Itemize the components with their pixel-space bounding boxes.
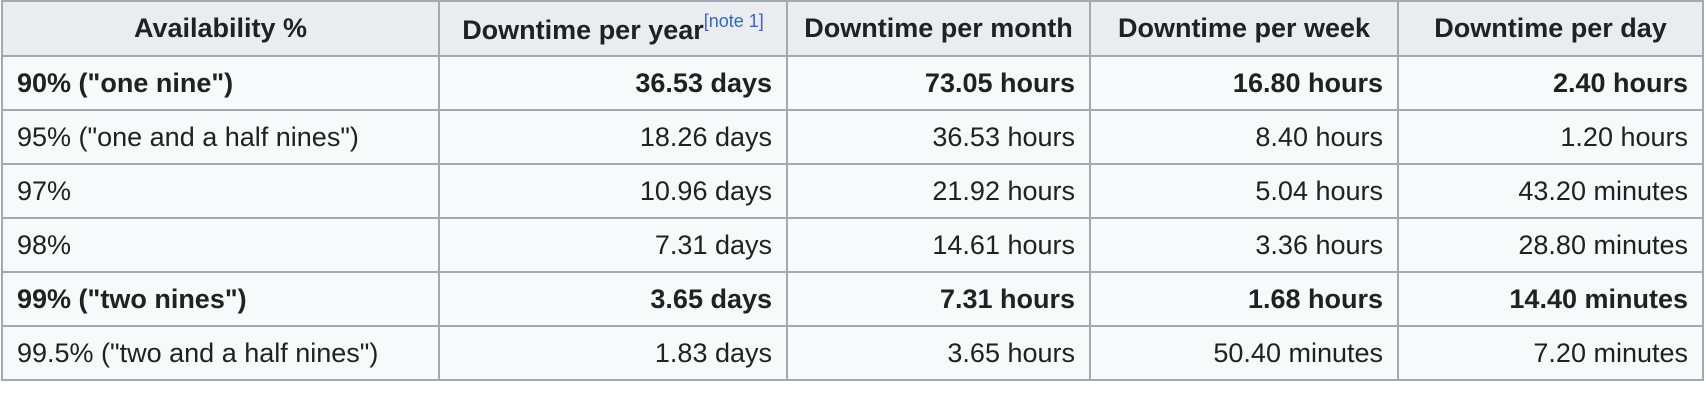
- header-downtime-per-day: Downtime per day: [1397, 0, 1704, 57]
- cell-per-day: 28.80 minutes: [1397, 217, 1704, 273]
- cell-per-month: 36.53 hours: [786, 109, 1091, 165]
- cell-availability: 97%: [1, 163, 440, 219]
- cell-per-year: 3.65 days: [438, 271, 788, 327]
- availability-table: Availability % Downtime per year[note 1]…: [1, 0, 1704, 381]
- header-downtime-per-year: Downtime per year[note 1]: [438, 0, 788, 57]
- cell-per-year: 7.31 days: [438, 217, 788, 273]
- cell-availability: 99% ("two nines"): [1, 271, 440, 327]
- cell-per-day: 7.20 minutes: [1397, 325, 1704, 381]
- table-row: 99.5% ("two and a half nines") 1.83 days…: [1, 325, 1704, 381]
- table-row: 97% 10.96 days 21.92 hours 5.04 hours 43…: [1, 163, 1704, 219]
- cell-per-year: 18.26 days: [438, 109, 788, 165]
- header-downtime-per-week: Downtime per week: [1089, 0, 1399, 57]
- cell-per-year: 10.96 days: [438, 163, 788, 219]
- cell-per-year: 36.53 days: [438, 55, 788, 111]
- header-downtime-per-year-label: Downtime per year: [462, 14, 704, 45]
- header-downtime-per-month: Downtime per month: [786, 0, 1091, 57]
- cell-per-day: 2.40 hours: [1397, 55, 1704, 111]
- cell-availability: 99.5% ("two and a half nines"): [1, 325, 440, 381]
- table-row: 99% ("two nines") 3.65 days 7.31 hours 1…: [1, 271, 1704, 327]
- table-row: 90% ("one nine") 36.53 days 73.05 hours …: [1, 55, 1704, 111]
- table-header-row: Availability % Downtime per year[note 1]…: [1, 0, 1704, 57]
- cell-per-week: 50.40 minutes: [1089, 325, 1399, 381]
- cell-per-year: 1.83 days: [438, 325, 788, 381]
- table-row: 98% 7.31 days 14.61 hours 3.36 hours 28.…: [1, 217, 1704, 273]
- cell-per-week: 5.04 hours: [1089, 163, 1399, 219]
- cell-per-week: 16.80 hours: [1089, 55, 1399, 111]
- cell-per-month: 3.65 hours: [786, 325, 1091, 381]
- cell-per-week: 3.36 hours: [1089, 217, 1399, 273]
- header-availability: Availability %: [1, 0, 440, 57]
- cell-availability: 95% ("one and a half nines"): [1, 109, 440, 165]
- note-1-link[interactable]: [note 1]: [703, 10, 764, 31]
- cell-availability: 90% ("one nine"): [1, 55, 440, 111]
- cell-per-month: 21.92 hours: [786, 163, 1091, 219]
- table-row: 95% ("one and a half nines") 18.26 days …: [1, 109, 1704, 165]
- cell-availability: 98%: [1, 217, 440, 273]
- cell-per-month: 73.05 hours: [786, 55, 1091, 111]
- cell-per-month: 14.61 hours: [786, 217, 1091, 273]
- cell-per-day: 1.20 hours: [1397, 109, 1704, 165]
- cell-per-month: 7.31 hours: [786, 271, 1091, 327]
- cell-per-day: 14.40 minutes: [1397, 271, 1704, 327]
- cell-per-week: 1.68 hours: [1089, 271, 1399, 327]
- cell-per-week: 8.40 hours: [1089, 109, 1399, 165]
- cell-per-day: 43.20 minutes: [1397, 163, 1704, 219]
